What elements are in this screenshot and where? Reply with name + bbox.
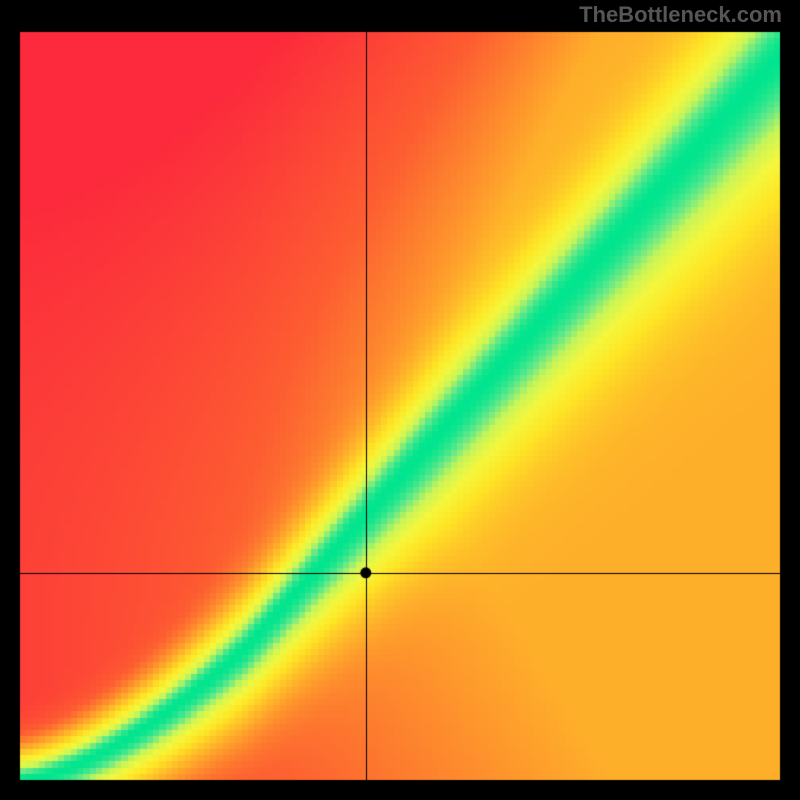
watermark-label: TheBottleneck.com — [579, 2, 782, 28]
bottleneck-heatmap — [0, 0, 800, 800]
chart-container: { "watermark": "TheBottleneck.com", "can… — [0, 0, 800, 800]
